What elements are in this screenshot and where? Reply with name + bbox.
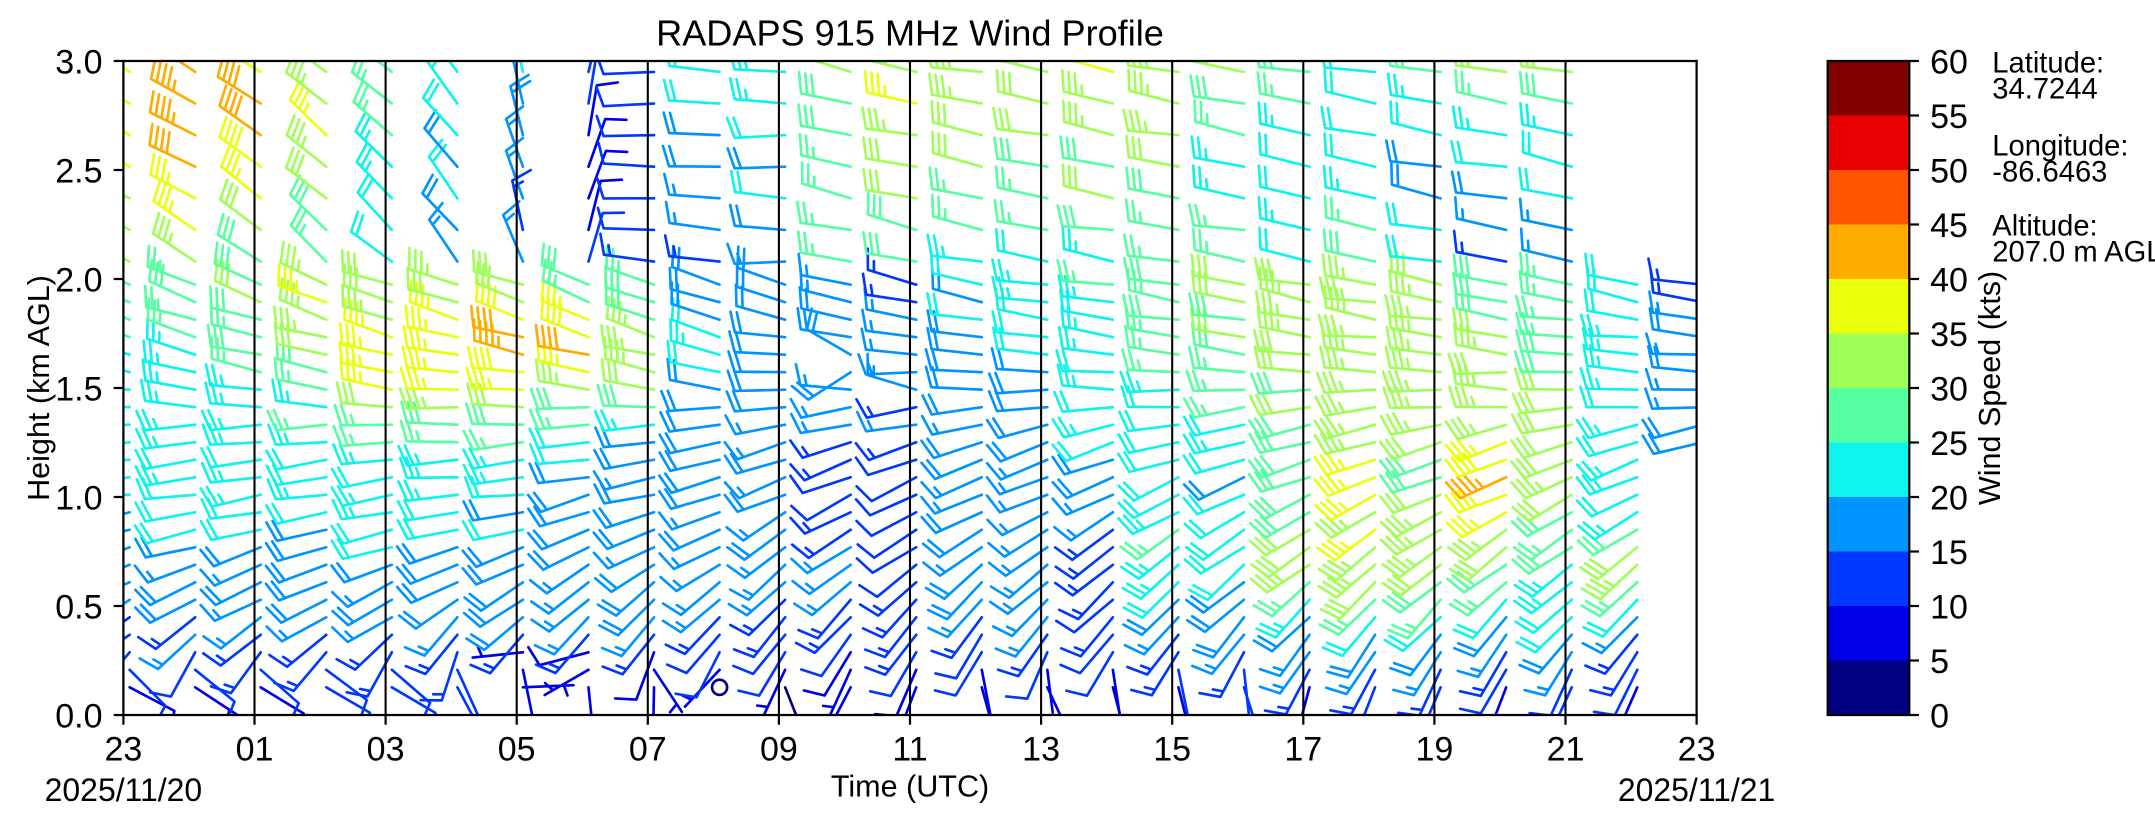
svg-text:10: 10	[1930, 588, 1968, 626]
svg-text:207.0 m AGL: 207.0 m AGL	[1992, 237, 2155, 269]
svg-text:09: 09	[760, 730, 798, 768]
svg-text:03: 03	[367, 730, 405, 768]
svg-text:23: 23	[1678, 730, 1716, 768]
svg-text:19: 19	[1415, 730, 1453, 768]
svg-text:15: 15	[1930, 534, 1968, 572]
svg-text:11: 11	[892, 730, 927, 768]
svg-text:2.5: 2.5	[55, 152, 102, 190]
svg-text:07: 07	[629, 730, 667, 768]
svg-text:1.0: 1.0	[55, 479, 102, 517]
svg-text:05: 05	[498, 730, 536, 768]
svg-text:1.5: 1.5	[55, 370, 102, 408]
svg-text:34.7244: 34.7244	[1992, 74, 2097, 106]
svg-text:13: 13	[1022, 730, 1060, 768]
svg-text:2025/11/20: 2025/11/20	[45, 772, 202, 808]
svg-text:25: 25	[1930, 425, 1968, 463]
svg-text:20: 20	[1930, 479, 1968, 517]
svg-text:Wind Speed (kts): Wind Speed (kts)	[1973, 271, 2007, 505]
svg-text:0: 0	[1930, 697, 1949, 735]
svg-text:45: 45	[1930, 207, 1968, 245]
svg-text:3.0: 3.0	[55, 43, 102, 81]
svg-text:Time (UTC): Time (UTC)	[831, 770, 989, 804]
svg-text:23: 23	[104, 730, 142, 768]
svg-text:Longitude:: Longitude:	[1992, 131, 2128, 163]
svg-text:0.5: 0.5	[55, 588, 102, 626]
svg-text:21: 21	[1547, 730, 1585, 768]
svg-text:RADAPS 915 MHz Wind Profile: RADAPS 915 MHz Wind Profile	[656, 13, 1164, 54]
svg-text:0.0: 0.0	[55, 697, 102, 735]
svg-text:Latitude:: Latitude:	[1992, 48, 2104, 80]
svg-text:50: 50	[1930, 152, 1968, 190]
svg-text:Height (km AGL): Height (km AGL)	[22, 275, 56, 501]
svg-text:Altitude:: Altitude:	[1992, 211, 2097, 243]
svg-text:01: 01	[236, 730, 274, 768]
svg-text:35: 35	[1930, 316, 1968, 354]
svg-text:15: 15	[1153, 730, 1191, 768]
svg-text:17: 17	[1284, 730, 1322, 768]
svg-text:55: 55	[1930, 98, 1968, 136]
svg-text:-86.6463: -86.6463	[1992, 157, 2107, 189]
svg-text:40: 40	[1930, 261, 1968, 299]
svg-text:5: 5	[1930, 643, 1949, 681]
svg-text:30: 30	[1930, 370, 1968, 408]
svg-text:60: 60	[1930, 43, 1968, 81]
svg-text:2025/11/21: 2025/11/21	[1618, 772, 1775, 808]
svg-text:2.0: 2.0	[55, 261, 102, 299]
